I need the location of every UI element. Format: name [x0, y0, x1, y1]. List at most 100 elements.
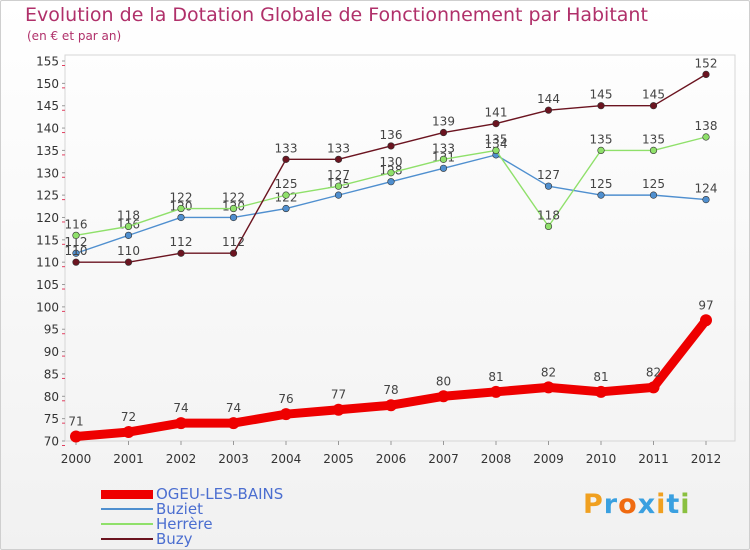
- y-tick-label: 140: [36, 122, 59, 136]
- data-label: 133: [275, 141, 298, 155]
- series-ogeu-les-bains: 71 72 74 74 76 77 78 80 81 82 81 82 97: [68, 298, 714, 443]
- data-label: 136: [380, 128, 403, 142]
- data-point: [702, 195, 710, 204]
- data-point: [439, 128, 448, 137]
- data-point: [334, 182, 343, 190]
- data-point: [597, 102, 605, 110]
- data-point: [544, 182, 553, 190]
- data-label: 145: [590, 88, 613, 102]
- y-tick-label: 150: [36, 77, 59, 91]
- data-point: [124, 231, 133, 239]
- x-tick-label: 2002: [166, 452, 197, 466]
- data-point: [175, 417, 187, 430]
- x-tick-label: 2005: [323, 452, 354, 466]
- data-point: [649, 146, 658, 155]
- data-point: [280, 408, 292, 421]
- legend-swatch: [101, 523, 153, 525]
- data-point: [492, 146, 500, 155]
- data-point: [122, 426, 135, 439]
- y-tick-label: 135: [36, 144, 59, 158]
- logo-letter: o: [618, 489, 638, 520]
- data-label: 133: [327, 141, 350, 155]
- legend-label: Buzy: [156, 530, 193, 548]
- data-label: 124: [695, 182, 718, 196]
- data-label: 125: [590, 177, 613, 191]
- x-tick-label: 2001: [113, 452, 144, 466]
- data-label: 127: [327, 168, 350, 182]
- data-point: [492, 119, 500, 128]
- data-label: 118: [537, 208, 560, 222]
- x-tick-label: 2011: [638, 452, 669, 466]
- y-tick-label: 70: [44, 435, 59, 449]
- data-point: [334, 155, 343, 163]
- logo-letter: r: [603, 489, 619, 520]
- data-label: 125: [642, 177, 665, 191]
- data-point: [227, 417, 240, 430]
- data-point: [595, 385, 607, 398]
- y-tick-label: 110: [36, 256, 59, 270]
- data-point: [702, 133, 710, 141]
- data-point: [700, 314, 712, 327]
- data-label: 122: [222, 191, 245, 205]
- data-label: 71: [68, 415, 83, 429]
- data-label: 80: [436, 374, 451, 388]
- legend-swatch: [101, 489, 153, 499]
- data-label: 112: [222, 235, 245, 249]
- x-axis: 2000 2001 2002 2003 2004 2005 2006 2007 2008 2009…: [61, 441, 722, 466]
- data-point: [544, 222, 553, 231]
- data-label: 122: [170, 191, 193, 205]
- x-tick-label: 2012: [691, 452, 722, 466]
- y-tick-label: 155: [36, 55, 59, 69]
- data-point: [229, 204, 238, 213]
- data-point: [490, 385, 502, 398]
- data-label: 110: [117, 244, 140, 258]
- data-point: [124, 222, 133, 231]
- logo-letter: i: [656, 489, 667, 520]
- data-label: 76: [278, 392, 293, 406]
- x-tick-label: 2000: [61, 452, 92, 466]
- y-tick-label: 85: [44, 367, 59, 381]
- x-tick-label: 2003: [218, 452, 249, 466]
- data-label: 97: [698, 298, 713, 312]
- data-label: 74: [226, 401, 241, 415]
- data-point: [542, 381, 555, 394]
- data-label: 125: [275, 177, 298, 191]
- data-label: 118: [117, 208, 140, 222]
- data-point: [229, 249, 238, 257]
- y-tick-label: 95: [44, 323, 59, 337]
- data-label: 110: [65, 244, 88, 258]
- series-line: [71, 315, 711, 442]
- y-tick-label: 115: [36, 233, 59, 247]
- data-point: [72, 258, 80, 266]
- data-point: [177, 249, 185, 257]
- data-label: 127: [537, 168, 560, 182]
- data-label: 135: [590, 132, 613, 146]
- data-point: [439, 155, 448, 163]
- y-tick-label: 145: [36, 99, 59, 113]
- data-label: 144: [537, 92, 560, 106]
- data-label: 82: [646, 365, 661, 379]
- data-point: [387, 169, 395, 177]
- data-label: 81: [488, 370, 503, 384]
- legend-entry-herrere: Herrère: [101, 515, 213, 533]
- data-label: 138: [695, 119, 718, 133]
- legend-entry-buzy: Buzy: [101, 530, 193, 548]
- data-label: 78: [383, 383, 398, 397]
- data-label: 145: [642, 88, 665, 102]
- data-point: [334, 191, 343, 199]
- data-point: [702, 70, 710, 79]
- data-point: [282, 191, 290, 199]
- y-tick-label: 125: [36, 189, 59, 203]
- legend-entry-ogeu-les-bains: OGEU-LES-BAINS: [101, 485, 283, 503]
- data-label: 112: [65, 235, 88, 249]
- data-label: 72: [121, 410, 136, 424]
- data-point: [387, 142, 395, 150]
- data-label: 134: [485, 137, 508, 151]
- data-point: [177, 213, 185, 222]
- logo-letter: i: [680, 489, 691, 520]
- data-point: [597, 191, 605, 199]
- y-tick-label: 120: [36, 211, 59, 225]
- x-tick-label: 2009: [533, 452, 564, 466]
